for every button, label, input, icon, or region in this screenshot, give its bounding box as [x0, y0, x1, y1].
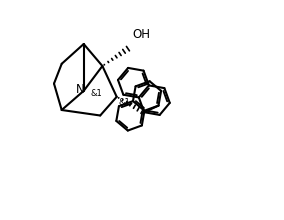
Text: N: N	[76, 82, 84, 96]
Text: &1: &1	[91, 90, 103, 98]
Text: &1: &1	[119, 98, 131, 107]
Text: OH: OH	[132, 28, 150, 41]
